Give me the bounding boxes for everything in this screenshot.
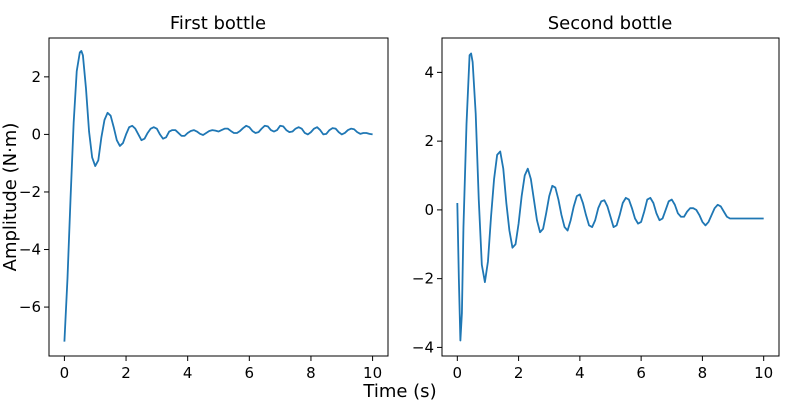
y-tick-label: 0 — [424, 201, 434, 219]
y-tick-label: −6 — [19, 298, 41, 316]
x-axis-label: Time (s) — [362, 381, 436, 400]
x-tick-label: 6 — [245, 364, 255, 382]
x-tick-label: 2 — [514, 364, 524, 382]
subplot-title: Second bottle — [548, 13, 673, 34]
subplot-title: First bottle — [170, 13, 266, 34]
x-tick-label: 4 — [575, 364, 585, 382]
x-tick-label: 4 — [183, 364, 193, 382]
y-tick-label: −4 — [412, 338, 434, 356]
y-tick-label: −2 — [19, 183, 41, 201]
axes-frame — [48, 37, 389, 357]
subplot-first-bottle: First bottle 0 2 4 6 8 10 2 0 −2 −4 −6 — [19, 13, 389, 382]
x-tick-label: 8 — [306, 364, 316, 382]
x-tick-label: 10 — [363, 364, 382, 382]
x-tick-label: 0 — [60, 364, 70, 382]
x-tick-label: 6 — [636, 364, 646, 382]
y-axis-label: Amplitude (N·m) — [0, 123, 21, 272]
x-tick-label: 0 — [453, 364, 463, 382]
y-tick-label: 0 — [31, 125, 41, 143]
subplot-second-bottle: Second bottle 0 2 4 6 8 10 4 2 0 −2 −4 — [412, 13, 780, 382]
y-tick-label: 2 — [424, 132, 434, 150]
x-tick-label: 10 — [754, 364, 773, 382]
x-tick-label: 2 — [121, 364, 131, 382]
y-tick-label: −2 — [412, 270, 434, 288]
series-line — [63, 50, 373, 342]
axes-frame — [441, 37, 780, 357]
y-tick-label: 4 — [424, 63, 434, 81]
series-line — [456, 52, 764, 342]
y-tick-label: −4 — [19, 241, 41, 259]
y-tick-label: 2 — [31, 68, 41, 86]
tick-layer: 0 2 4 6 8 10 2 0 −2 −4 −6 — [19, 68, 382, 382]
tick-layer: 0 2 4 6 8 10 4 2 0 −2 −4 — [412, 63, 773, 382]
x-tick-label: 8 — [698, 364, 708, 382]
